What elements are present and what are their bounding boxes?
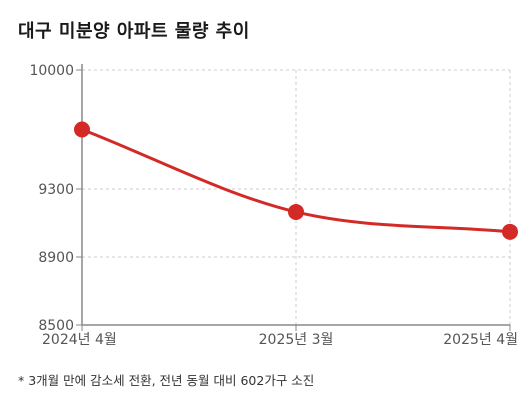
y-tick-label: 8500 [38, 318, 74, 334]
x-tick-label: 2024년 4월 [42, 332, 117, 348]
data-point [74, 121, 90, 138]
chart-title: 대구 미분양 아파트 물량 추이 [18, 21, 250, 42]
grid-lines [81, 69, 511, 326]
y-axis-ticks: 8500 8900 9300 10000 [29, 63, 82, 334]
axes [81, 64, 510, 326]
data-points [74, 121, 518, 240]
data-point [288, 203, 304, 220]
data-point [502, 223, 518, 240]
x-tick-label: 2025년 3월 [259, 332, 334, 348]
x-axis-ticks: 2024년 4월 2025년 3월 2025년 4월 [42, 325, 518, 348]
footnote: * 3개월 만에 감소세 전환, 전년 동월 대비 602가구 소진 [18, 373, 315, 388]
x-tick-label: 2025년 4월 [443, 332, 518, 348]
y-tick-label: 8900 [38, 250, 74, 266]
y-tick-label: 10000 [29, 63, 74, 79]
y-tick-label: 9300 [38, 182, 74, 198]
